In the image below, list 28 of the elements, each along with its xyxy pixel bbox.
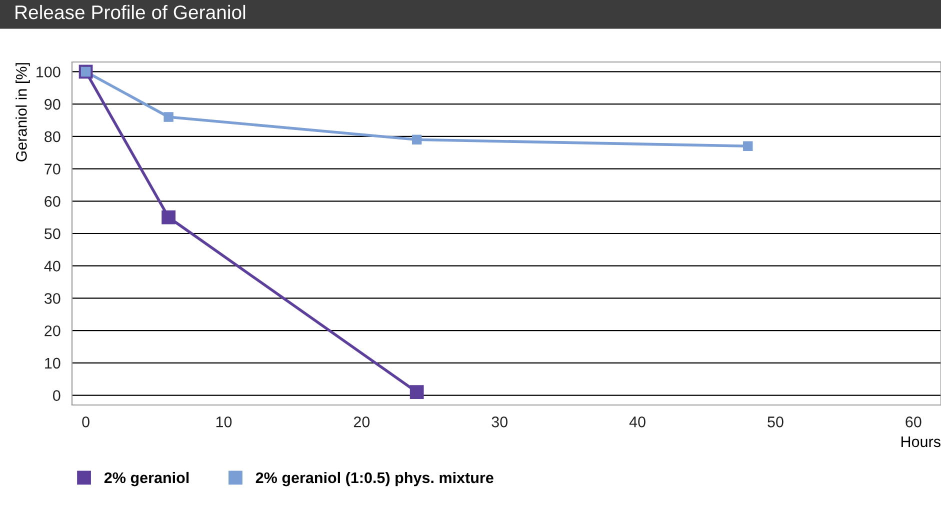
x-tick-label: 20 — [354, 416, 370, 428]
x-axis-title: Hours — [902, 436, 940, 448]
point — [164, 112, 174, 122]
y-tick-label: 10 — [45, 358, 60, 369]
y-axis-title: Geraniol in [%] — [16, 63, 30, 162]
x-tick-label: 60 — [906, 416, 922, 428]
y-tick-label: 100 — [36, 66, 60, 78]
x-tick-label: 10 — [216, 416, 232, 428]
y-tick-label: 60 — [44, 196, 60, 207]
x-tick-label: 50 — [768, 416, 784, 428]
chart-title: Release Profile of Geraniol — [16, 4, 246, 20]
legend-label: 2% geraniol — [104, 472, 189, 486]
y-tick-label: 0 — [52, 390, 60, 401]
point — [412, 134, 422, 145]
y-tick-label: 20 — [44, 325, 60, 336]
y-tick-label: 50 — [44, 228, 60, 240]
y-tick-label: 80 — [44, 131, 60, 142]
point — [162, 210, 176, 224]
x-tick-label: 30 — [492, 416, 508, 428]
x-tick-label: 40 — [629, 416, 646, 428]
y-tick-label: 90 — [44, 98, 60, 110]
y-tick-label: 30 — [44, 293, 60, 304]
x-tick-label: 0 — [82, 416, 90, 428]
point — [410, 385, 424, 399]
legend-label: 2% geraniol (1:0.5) phys. mixture — [256, 472, 494, 486]
y-tick-label: 70 — [44, 164, 60, 174]
point — [743, 141, 753, 151]
y-tick-label: 40 — [44, 260, 60, 272]
